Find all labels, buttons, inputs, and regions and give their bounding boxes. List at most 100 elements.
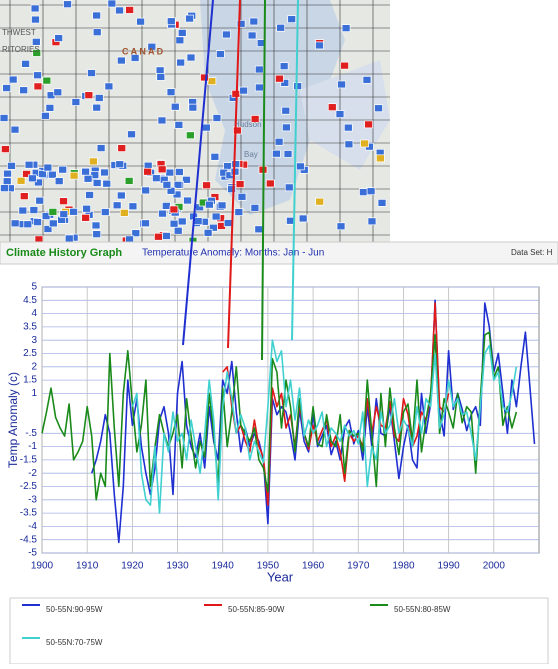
map-marker bbox=[296, 162, 305, 171]
map-marker bbox=[362, 76, 372, 84]
y-tick-label: 2.5 bbox=[23, 348, 37, 359]
legend-label: 50-55N:70-75W bbox=[46, 638, 103, 647]
map-marker bbox=[59, 197, 68, 206]
map-marker bbox=[33, 82, 43, 91]
map-marker bbox=[173, 226, 183, 235]
map-marker bbox=[117, 56, 126, 65]
map-marker bbox=[315, 197, 325, 206]
map-marker bbox=[128, 202, 138, 211]
map-marker bbox=[237, 192, 247, 201]
map-marker bbox=[250, 115, 260, 123]
map-marker bbox=[130, 54, 140, 62]
map-marker bbox=[210, 152, 220, 161]
map-marker bbox=[92, 103, 102, 112]
map-marker bbox=[42, 76, 52, 85]
map-marker bbox=[21, 59, 30, 68]
y-tick-label: 3 bbox=[31, 335, 37, 346]
x-tick-label: 1950 bbox=[257, 561, 280, 572]
map-marker bbox=[152, 174, 161, 183]
map-marker bbox=[157, 116, 167, 125]
map-marker bbox=[186, 53, 196, 62]
y-axis-label: Temp Anomaly (c) bbox=[6, 372, 20, 468]
map-marker bbox=[223, 162, 232, 170]
map-marker bbox=[29, 206, 39, 214]
map-marker bbox=[186, 131, 195, 140]
map-marker bbox=[298, 214, 308, 223]
map-marker bbox=[141, 219, 150, 228]
y-tick-label: 4 bbox=[31, 308, 37, 319]
map-marker bbox=[115, 160, 125, 169]
map-marker bbox=[83, 174, 93, 183]
map-marker bbox=[276, 23, 286, 32]
map-marker bbox=[236, 19, 246, 28]
map-marker bbox=[112, 201, 122, 210]
map-marker bbox=[119, 208, 129, 217]
map-marker bbox=[141, 186, 151, 195]
map-marker bbox=[183, 196, 192, 205]
x-tick-label: 1910 bbox=[76, 561, 99, 572]
map-marker bbox=[166, 88, 176, 96]
y-tick-label: 1 bbox=[31, 388, 37, 399]
map-marker bbox=[31, 37, 41, 46]
pointer-line bbox=[291, 0, 299, 341]
map-marker bbox=[24, 160, 34, 169]
y-tick-label: -3.5 bbox=[20, 508, 38, 519]
map-marker bbox=[43, 225, 53, 233]
map-marker bbox=[7, 162, 16, 170]
map-marker bbox=[81, 167, 90, 176]
map-label: THWEST bbox=[2, 28, 36, 37]
map-label: RITORIES bbox=[2, 45, 40, 54]
map-marker bbox=[48, 208, 58, 216]
map-marker bbox=[205, 200, 214, 209]
map-marker bbox=[104, 82, 114, 91]
map-marker bbox=[249, 17, 259, 26]
legend-box bbox=[9, 597, 549, 665]
map-marker bbox=[162, 232, 171, 240]
map-marker bbox=[335, 110, 345, 118]
map-marker bbox=[94, 94, 104, 102]
map-marker bbox=[170, 102, 180, 111]
map-marker bbox=[19, 86, 29, 95]
x-tick-label: 1970 bbox=[347, 561, 370, 572]
map-marker bbox=[33, 71, 42, 80]
pointer-line bbox=[182, 0, 214, 346]
y-tick-label: -3 bbox=[28, 494, 37, 505]
map-marker bbox=[41, 111, 50, 120]
map-marker bbox=[344, 140, 354, 149]
map-marker bbox=[162, 180, 172, 189]
map-marker bbox=[127, 130, 136, 139]
map-marker bbox=[234, 208, 244, 216]
map-marker bbox=[284, 183, 294, 192]
map-marker bbox=[176, 58, 186, 67]
map-marker bbox=[96, 144, 106, 152]
map-marker bbox=[254, 225, 264, 234]
map-marker bbox=[185, 14, 194, 23]
map-marker bbox=[71, 98, 81, 106]
map-marker bbox=[211, 212, 221, 221]
map-marker bbox=[366, 187, 376, 196]
map-marker bbox=[154, 232, 163, 241]
map-marker bbox=[281, 106, 291, 115]
x-tick-label: 1980 bbox=[392, 561, 415, 572]
map-marker bbox=[8, 75, 18, 84]
y-tick-label: -2.5 bbox=[20, 481, 38, 492]
map-marker bbox=[337, 80, 346, 89]
map-marker bbox=[315, 41, 324, 50]
x-tick-label: 2000 bbox=[483, 561, 506, 572]
map-marker bbox=[174, 168, 184, 176]
map-marker bbox=[376, 154, 385, 163]
map-marker bbox=[45, 104, 55, 112]
map-marker bbox=[233, 126, 242, 135]
map-marker bbox=[222, 30, 231, 39]
map-marker bbox=[364, 120, 373, 129]
map-marker bbox=[35, 196, 45, 205]
y-tick-label: -4.5 bbox=[20, 534, 38, 545]
map-marker bbox=[282, 123, 291, 132]
map-label: Bay bbox=[244, 150, 258, 159]
x-axis-label: Year bbox=[267, 569, 294, 584]
map-marker bbox=[158, 209, 167, 218]
y-tick-label: 1.5 bbox=[23, 375, 37, 386]
series-line bbox=[131, 339, 518, 514]
map-marker bbox=[124, 177, 134, 185]
map-marker bbox=[279, 62, 289, 71]
